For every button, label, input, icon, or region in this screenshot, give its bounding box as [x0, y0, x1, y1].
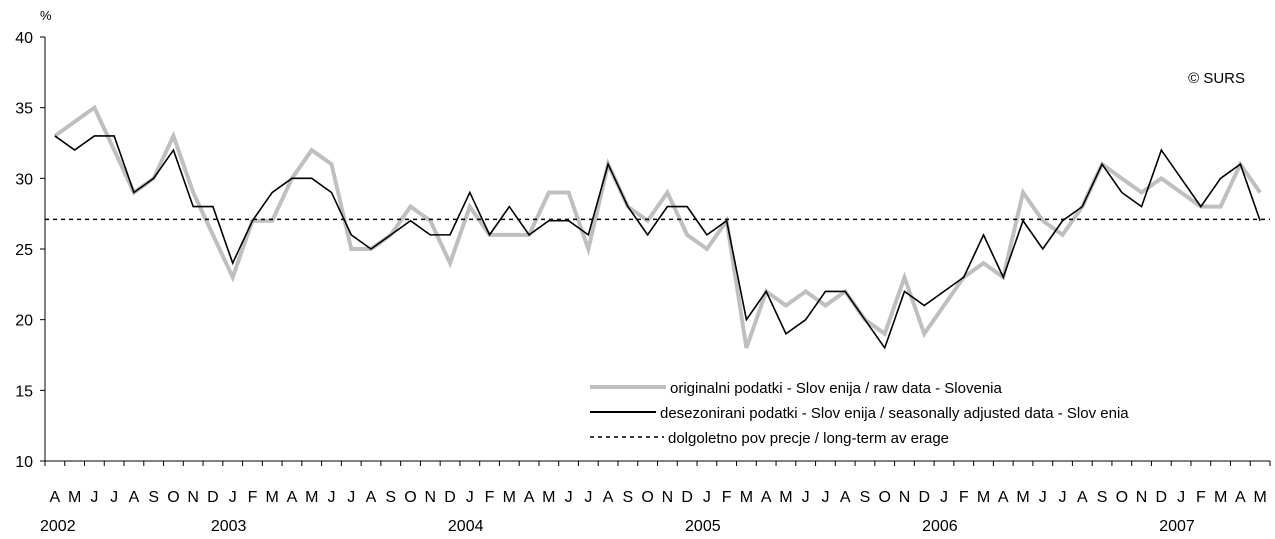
x-month-label: J — [466, 489, 474, 506]
series-layer — [45, 104, 1270, 350]
y-tick-label: 25 — [15, 242, 33, 259]
x-month-label: A — [129, 489, 140, 506]
x-month-label: S — [148, 489, 159, 506]
x-month-label: F — [959, 489, 969, 506]
y-tick-label: 20 — [15, 313, 33, 330]
x-month-label: J — [565, 489, 573, 506]
x-month-label: S — [623, 489, 634, 506]
x-month-label: D — [1156, 489, 1168, 506]
y-axis-unit-label: % — [40, 8, 52, 23]
x-month-label: M — [977, 489, 990, 506]
x-month-label: F — [485, 489, 495, 506]
x-month-label: F — [1196, 489, 1206, 506]
axes — [44, 37, 1270, 462]
y-tick-label: 10 — [15, 454, 33, 471]
raw-data-line — [53, 104, 1262, 349]
x-month-label: D — [918, 489, 930, 506]
x-month-label: S — [385, 489, 396, 506]
x-month-label: A — [840, 489, 851, 506]
legend-label-adjusted: desezonirani podatki - Slov enija / seas… — [660, 405, 1129, 422]
legend: originalni podatki - Slov enija / raw da… — [590, 380, 1129, 447]
x-month-label: M — [1214, 489, 1227, 506]
x-month-label: F — [722, 489, 732, 506]
y-tick-label: 35 — [15, 101, 33, 118]
x-month-label: J — [940, 489, 948, 506]
x-month-label: M — [305, 489, 318, 506]
x-month-label: J — [110, 489, 118, 506]
x-month-label: N — [662, 489, 674, 506]
x-month-label: J — [1039, 489, 1047, 506]
x-month-label: M — [68, 489, 81, 506]
x-month-label: F — [248, 489, 258, 506]
x-month-label: J — [703, 489, 711, 506]
x-year-label: 2007 — [1159, 518, 1195, 535]
x-month-label: A — [366, 489, 377, 506]
x-month-label: N — [187, 489, 199, 506]
y-axis-ticks: 10 15 20 25 30 35 40 — [15, 30, 45, 471]
x-month-label: M — [266, 489, 279, 506]
y-tick-label: 30 — [15, 171, 33, 188]
x-month-label: S — [1097, 489, 1108, 506]
y-tick-label: 15 — [15, 383, 33, 400]
x-month-label: A — [1077, 489, 1088, 506]
x-month-label: A — [524, 489, 535, 506]
x-month-label: D — [207, 489, 219, 506]
y-tick-label: 40 — [15, 30, 33, 47]
legend-label-average: dolgoletno pov precje / long-term av era… — [668, 430, 949, 447]
x-month-label: A — [761, 489, 772, 506]
x-month-label: O — [878, 489, 890, 506]
x-month-label: N — [425, 489, 437, 506]
x-month-label: J — [90, 489, 98, 506]
x-month-label: J — [584, 489, 592, 506]
x-month-label: D — [681, 489, 693, 506]
x-year-label: 2005 — [685, 518, 721, 535]
x-year-label: 2003 — [211, 518, 247, 535]
x-year-label: 2006 — [922, 518, 958, 535]
seasonally-adjusted-line — [54, 135, 1261, 350]
x-month-label: J — [1059, 489, 1067, 506]
x-month-label: O — [1116, 489, 1128, 506]
x-month-label: J — [229, 489, 237, 506]
x-month-label: A — [50, 489, 61, 506]
x-month-label: O — [404, 489, 416, 506]
x-month-label: O — [167, 489, 179, 506]
x-month-label: O — [641, 489, 653, 506]
x-month-label: A — [287, 489, 298, 506]
x-month-label: S — [860, 489, 871, 506]
x-month-label: J — [327, 489, 335, 506]
x-month-label: J — [347, 489, 355, 506]
x-month-label: M — [1253, 489, 1266, 506]
legend-label-raw: originalni podatki - Slov enija / raw da… — [670, 380, 1003, 397]
x-month-label: A — [1235, 489, 1246, 506]
x-month-label: N — [899, 489, 911, 506]
x-month-label: J — [1177, 489, 1185, 506]
x-month-label: M — [1016, 489, 1029, 506]
x-month-label: M — [740, 489, 753, 506]
x-month-label: A — [998, 489, 1009, 506]
x-month-label: J — [802, 489, 810, 506]
copyright-label: © SURS — [1188, 70, 1245, 87]
x-month-label: M — [542, 489, 555, 506]
x-month-label: J — [821, 489, 829, 506]
x-year-label: 2004 — [448, 518, 484, 535]
x-month-label: D — [444, 489, 456, 506]
x-month-label: A — [603, 489, 614, 506]
x-month-label: N — [1136, 489, 1148, 506]
x-year-label: 2002 — [40, 518, 76, 535]
x-month-label: M — [503, 489, 516, 506]
x-month-label: M — [779, 489, 792, 506]
